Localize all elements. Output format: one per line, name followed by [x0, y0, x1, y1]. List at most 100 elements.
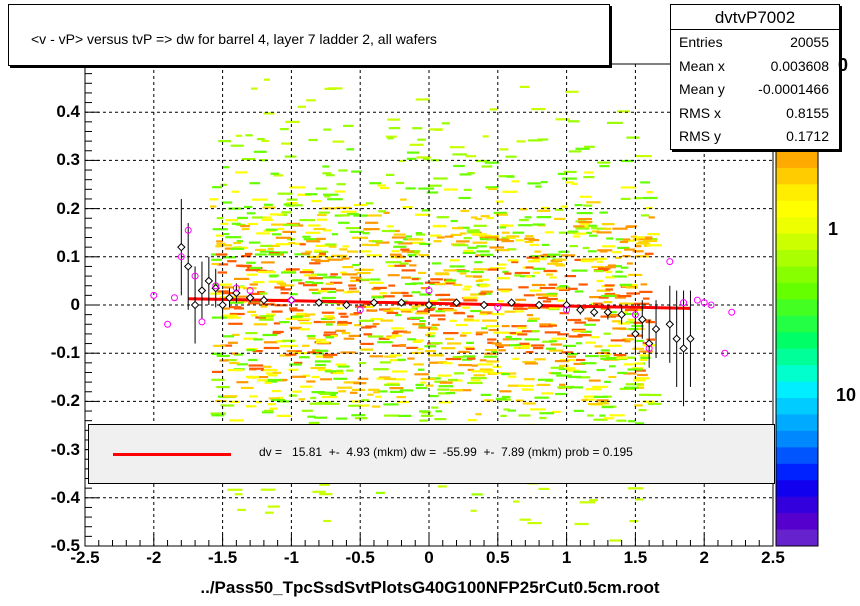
density-cell: [642, 196, 658, 200]
density-cell: [594, 345, 603, 348]
density-cell: [475, 217, 482, 221]
density-cell: [579, 501, 595, 504]
density-cell: [556, 299, 565, 302]
density-cell: [604, 380, 611, 383]
profile-point: [665, 320, 675, 329]
density-cell: [348, 287, 357, 290]
density-cell: [352, 388, 366, 391]
density-cell: [599, 414, 606, 417]
density-cell: [617, 371, 627, 374]
density-cell: [517, 333, 528, 336]
density-cell: [487, 338, 497, 341]
x-axis-title: ../Pass50_TpcSsdSvtPlotsG40G100NFP25rCut…: [200, 578, 660, 597]
x-tick-label: 2: [699, 548, 709, 567]
density-cell: [343, 337, 355, 340]
colorbar-band: [776, 299, 818, 317]
density-cell: [483, 235, 500, 238]
density-cell: [597, 161, 611, 164]
density-cell: [526, 256, 540, 259]
density-cell: [528, 317, 540, 320]
density-cell: [579, 222, 590, 225]
density-cell: [437, 392, 451, 395]
density-cell: [274, 304, 288, 307]
density-cell: [411, 282, 424, 285]
density-cell: [536, 209, 551, 212]
density-cell: [545, 307, 558, 310]
colorbar-label: 1: [828, 219, 839, 239]
density-cell: [546, 297, 558, 301]
density-cell: [519, 342, 530, 345]
density-cell: [306, 240, 321, 243]
density-cell: [297, 105, 306, 108]
density-cell: [539, 286, 556, 290]
density-cell: [216, 240, 223, 243]
density-cell: [541, 243, 550, 246]
density-cell: [331, 254, 347, 257]
density-cell: [327, 290, 337, 293]
density-cell: [363, 228, 380, 231]
density-cell: [386, 173, 395, 176]
density-cell: [462, 288, 471, 291]
density-cell: [447, 378, 458, 381]
density-cell: [467, 368, 474, 371]
density-cell: [528, 306, 540, 309]
density-cell: [505, 155, 517, 158]
density-cell: [222, 395, 238, 398]
density-cell: [236, 363, 248, 366]
density-cell: [524, 378, 535, 381]
profile-point: [562, 300, 571, 310]
stats-key: RMS x: [679, 104, 721, 121]
density-cell: [405, 187, 416, 190]
density-cell: [267, 505, 280, 508]
density-cell: [590, 336, 600, 339]
density-cell: [496, 288, 513, 291]
density-cell: [434, 418, 447, 421]
density-cell: [370, 278, 381, 281]
density-cell: [286, 268, 300, 271]
density-cell: [539, 254, 554, 257]
density-cell: [275, 236, 292, 239]
density-cell: [581, 398, 589, 402]
density-cell: [587, 250, 597, 253]
density-cell: [415, 232, 423, 235]
density-cell: [591, 227, 598, 230]
density-cell: [307, 337, 316, 340]
density-cell: [304, 250, 313, 253]
density-cell: [220, 404, 235, 407]
density-cell: [415, 312, 429, 315]
density-cell: [360, 342, 374, 345]
y-tick-label: -0.1: [50, 343, 80, 363]
density-cell: [507, 259, 519, 262]
density-cell: [568, 120, 580, 123]
density-cell: [405, 235, 412, 238]
density-cell: [648, 238, 658, 241]
density-cell: [522, 402, 536, 405]
density-cell: [366, 214, 382, 217]
density-cell: [504, 272, 512, 275]
density-cell: [519, 85, 530, 88]
density-cell: [265, 228, 278, 231]
density-cell: [248, 358, 258, 362]
density-cell: [571, 328, 586, 331]
density-cell: [600, 294, 616, 298]
density-cell: [624, 248, 635, 251]
density-cell: [316, 341, 330, 344]
y-tick-label: -0.3: [50, 439, 80, 459]
density-cell: [605, 353, 612, 356]
density-cell: [229, 301, 244, 304]
density-cell: [557, 172, 568, 175]
density-cell: [292, 352, 308, 355]
density-cell: [401, 250, 414, 253]
density-cell: [365, 221, 379, 224]
density-cell: [219, 359, 229, 362]
density-cell: [475, 279, 483, 282]
density-cell: [485, 186, 499, 189]
density-cell: [486, 268, 499, 271]
density-cell: [404, 259, 412, 263]
density-cell: [517, 326, 527, 329]
density-cell: [466, 229, 480, 232]
density-cell: [351, 414, 366, 417]
density-cell: [335, 289, 344, 292]
density-cell: [455, 389, 472, 392]
density-cell: [640, 356, 651, 359]
